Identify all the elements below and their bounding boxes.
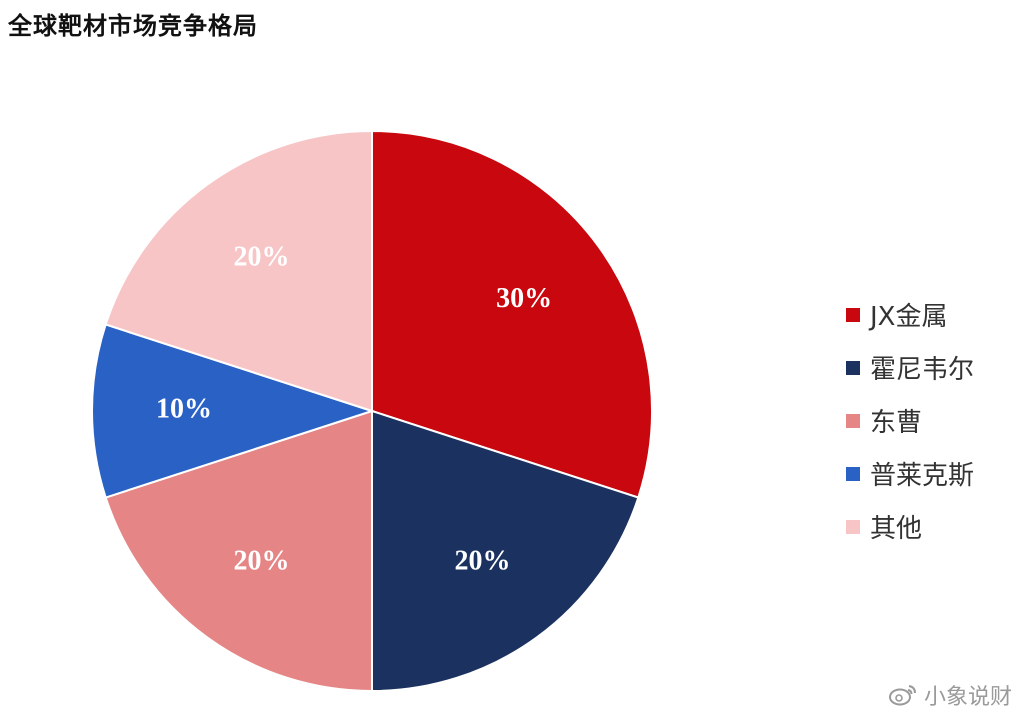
legend-item-3: 普莱克斯 xyxy=(846,447,974,500)
watermark-text: 小象说财 xyxy=(923,685,1012,710)
slice-label-4: 20% xyxy=(233,241,289,272)
pie-labels: 30% 20% 20% 10% 20% xyxy=(156,241,552,576)
pie-slices xyxy=(91,129,653,693)
chart-title: 全球靶材市场竞争格局 xyxy=(8,11,258,40)
pie-slice-3 xyxy=(91,323,376,499)
legend-label: JX金属 xyxy=(870,302,948,332)
legend-swatch xyxy=(846,519,860,534)
pie-slice-4 xyxy=(104,129,373,413)
legend-label: 霍尼韦尔 xyxy=(870,355,975,385)
legend-swatch xyxy=(846,360,860,375)
slice-label-3: 10% xyxy=(156,393,212,424)
slice-label-1: 20% xyxy=(455,546,511,577)
pie-slice-2 xyxy=(104,409,373,693)
legend-item-0: JX金属 xyxy=(846,288,974,341)
legend: JX金属霍尼韦尔东曹普莱克斯其他 xyxy=(846,288,974,553)
slice-label-2: 20% xyxy=(233,546,289,577)
legend-item-4: 其他 xyxy=(846,500,974,553)
watermark: 小象说财 xyxy=(888,679,1012,711)
legend-swatch xyxy=(846,307,860,322)
pie-slice-0 xyxy=(371,129,653,499)
legend-swatch xyxy=(846,466,860,481)
legend-item-1: 霍尼韦尔 xyxy=(846,341,974,394)
slice-label-0: 30% xyxy=(496,283,552,314)
legend-label: 东曹 xyxy=(870,408,923,438)
pie-slice-1 xyxy=(371,409,640,693)
legend-item-2: 东曹 xyxy=(846,394,974,447)
weibo-icon xyxy=(888,685,916,706)
legend-label: 其他 xyxy=(870,514,923,544)
legend-swatch xyxy=(846,413,860,428)
legend-label: 普莱克斯 xyxy=(870,461,975,491)
